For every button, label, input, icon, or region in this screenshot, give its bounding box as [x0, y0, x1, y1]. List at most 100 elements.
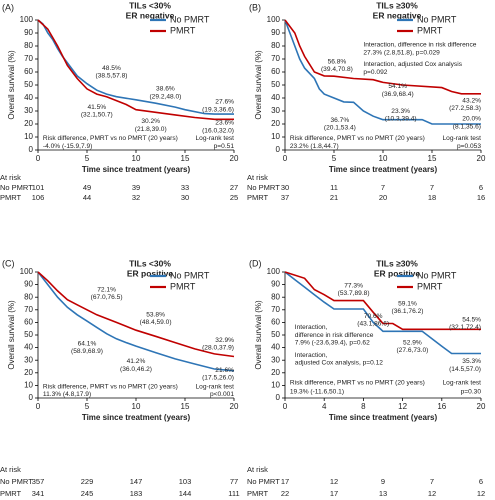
- annotation: 48.5%: [102, 65, 121, 72]
- y-tick-label: 30: [271, 106, 280, 115]
- at-risk-count: 32: [132, 193, 140, 202]
- x-tick-label: 16: [437, 402, 446, 411]
- y-tick-label: 70: [24, 54, 33, 63]
- at-risk-count: 111: [228, 489, 239, 498]
- at-risk-count: 11: [330, 183, 338, 192]
- survival-curve: [284, 19, 481, 95]
- legend-label: No PMRT: [417, 14, 457, 24]
- annotation: (39.4,70.8): [321, 66, 353, 73]
- x-tick-label: 15: [428, 154, 437, 163]
- y-tick-label: 60: [271, 318, 280, 327]
- at-risk-count: 13: [379, 489, 387, 498]
- annotation: 64.1%: [78, 341, 97, 348]
- annotation: (8.1,35.6): [453, 123, 481, 130]
- y-tick-label: 80: [24, 41, 33, 50]
- at-risk-label: No PMRT: [247, 183, 280, 192]
- annotation: Interaction,: [295, 352, 328, 359]
- panel: (D) TILs ≥30%ER positive01020304050607080…: [247, 258, 486, 498]
- legend-label: PMRT: [170, 25, 196, 35]
- annotation: (27.6,73.0): [396, 347, 428, 354]
- annotation: 36.7%: [331, 117, 350, 124]
- x-tick-label: 15: [181, 402, 190, 411]
- at-risk-count: 183: [130, 489, 143, 498]
- x-tick-label: 0: [283, 154, 288, 163]
- annotation: Risk difference, PMRT vs no PMRT (20 yea…: [290, 380, 425, 387]
- legend-label: No PMRT: [170, 270, 210, 280]
- annotation: 53.8%: [146, 312, 165, 319]
- y-tick-label: 20: [271, 119, 280, 128]
- annotation: Risk difference, PMRT vs no PMRT (20 yea…: [290, 135, 425, 142]
- at-risk-count: 6: [479, 183, 483, 192]
- at-risk-count: 22: [281, 489, 289, 498]
- at-risk-count: 16: [477, 193, 485, 202]
- y-tick-label: 40: [24, 93, 33, 102]
- at-risk-count: 33: [181, 183, 189, 192]
- at-risk-label: PMRT: [247, 489, 269, 498]
- panel: (C) TILs <30%ER positive01020304050607080…: [0, 258, 240, 498]
- survival-curve: [284, 271, 481, 331]
- at-risk-count: 77: [230, 477, 238, 486]
- y-tick-label: 50: [271, 80, 280, 89]
- annotation: Risk difference, PMRT vs no PMRT (20 yea…: [43, 135, 178, 142]
- chart-title: TILs ≥30%: [376, 258, 418, 268]
- legend-label: PMRT: [417, 281, 443, 291]
- annotation: Interaction,: [295, 324, 328, 331]
- x-tick-label: 5: [332, 154, 337, 163]
- y-tick-label: 30: [271, 355, 280, 364]
- legend-label: No PMRT: [170, 14, 210, 24]
- at-risk-title: At risk: [0, 173, 21, 182]
- annotation: 77.3%: [344, 283, 363, 290]
- at-risk-count: 341: [32, 489, 45, 498]
- y-tick-label: 100: [20, 267, 34, 276]
- survival-curve: [37, 19, 234, 115]
- legend-label: PMRT: [417, 25, 443, 35]
- annotation: p=0.092: [363, 69, 387, 76]
- annotation: Log-rank test: [443, 380, 482, 387]
- x-tick-label: 20: [230, 402, 239, 411]
- annotation: 43.2%: [462, 97, 481, 104]
- y-tick-label: 70: [271, 54, 280, 63]
- annotation: 30.2%: [141, 118, 160, 125]
- x-tick-label: 20: [477, 154, 486, 163]
- at-risk-count: 103: [179, 477, 192, 486]
- annotation: difference in risk difference: [295, 332, 374, 339]
- at-risk-count: 6: [479, 477, 483, 486]
- at-risk-count: 245: [81, 489, 94, 498]
- chart-subtitle: ER negative: [373, 10, 422, 20]
- x-tick-label: 12: [398, 402, 407, 411]
- annotation: 56.8%: [328, 58, 347, 65]
- annotation: 21.6%: [215, 367, 234, 374]
- annotation: 41.2%: [127, 358, 146, 365]
- annotation: 41.5%: [87, 104, 106, 111]
- annotation: (10.3,39.4): [385, 116, 417, 123]
- y-tick-label: 30: [24, 355, 33, 364]
- x-tick-label: 10: [132, 402, 141, 411]
- y-tick-label: 80: [271, 41, 280, 50]
- y-tick-label: 90: [271, 28, 280, 37]
- y-tick-label: 90: [271, 280, 280, 289]
- panel-label: (B): [249, 2, 261, 12]
- at-risk-count: 12: [477, 489, 485, 498]
- x-tick-label: 0: [36, 154, 41, 163]
- panel: (B) TILs ≥30%ER negative01020304050607080…: [247, 0, 486, 202]
- annotation: p=0.51: [214, 143, 235, 150]
- y-tick-label: 80: [24, 292, 33, 301]
- at-risk-label: No PMRT: [0, 183, 33, 192]
- annotation: 38.6%: [156, 86, 175, 93]
- panel-label: (D): [249, 258, 262, 268]
- at-risk-count: 229: [81, 477, 94, 486]
- at-risk-label: No PMRT: [0, 477, 33, 486]
- y-axis-label: Overall survival (%): [7, 300, 16, 370]
- at-risk-count: 30: [281, 183, 289, 192]
- y-tick-label: 50: [24, 330, 33, 339]
- at-risk-count: 147: [130, 477, 143, 486]
- y-tick-label: 0: [29, 145, 34, 154]
- annotation: 20.0%: [462, 116, 481, 123]
- at-risk-count: 106: [32, 193, 45, 202]
- chart-title: TILs <30%: [129, 0, 171, 10]
- y-axis-label: Overall survival (%): [254, 300, 263, 370]
- annotation: 54.5%: [462, 317, 481, 324]
- y-tick-label: 40: [24, 343, 33, 352]
- y-tick-label: 40: [271, 93, 280, 102]
